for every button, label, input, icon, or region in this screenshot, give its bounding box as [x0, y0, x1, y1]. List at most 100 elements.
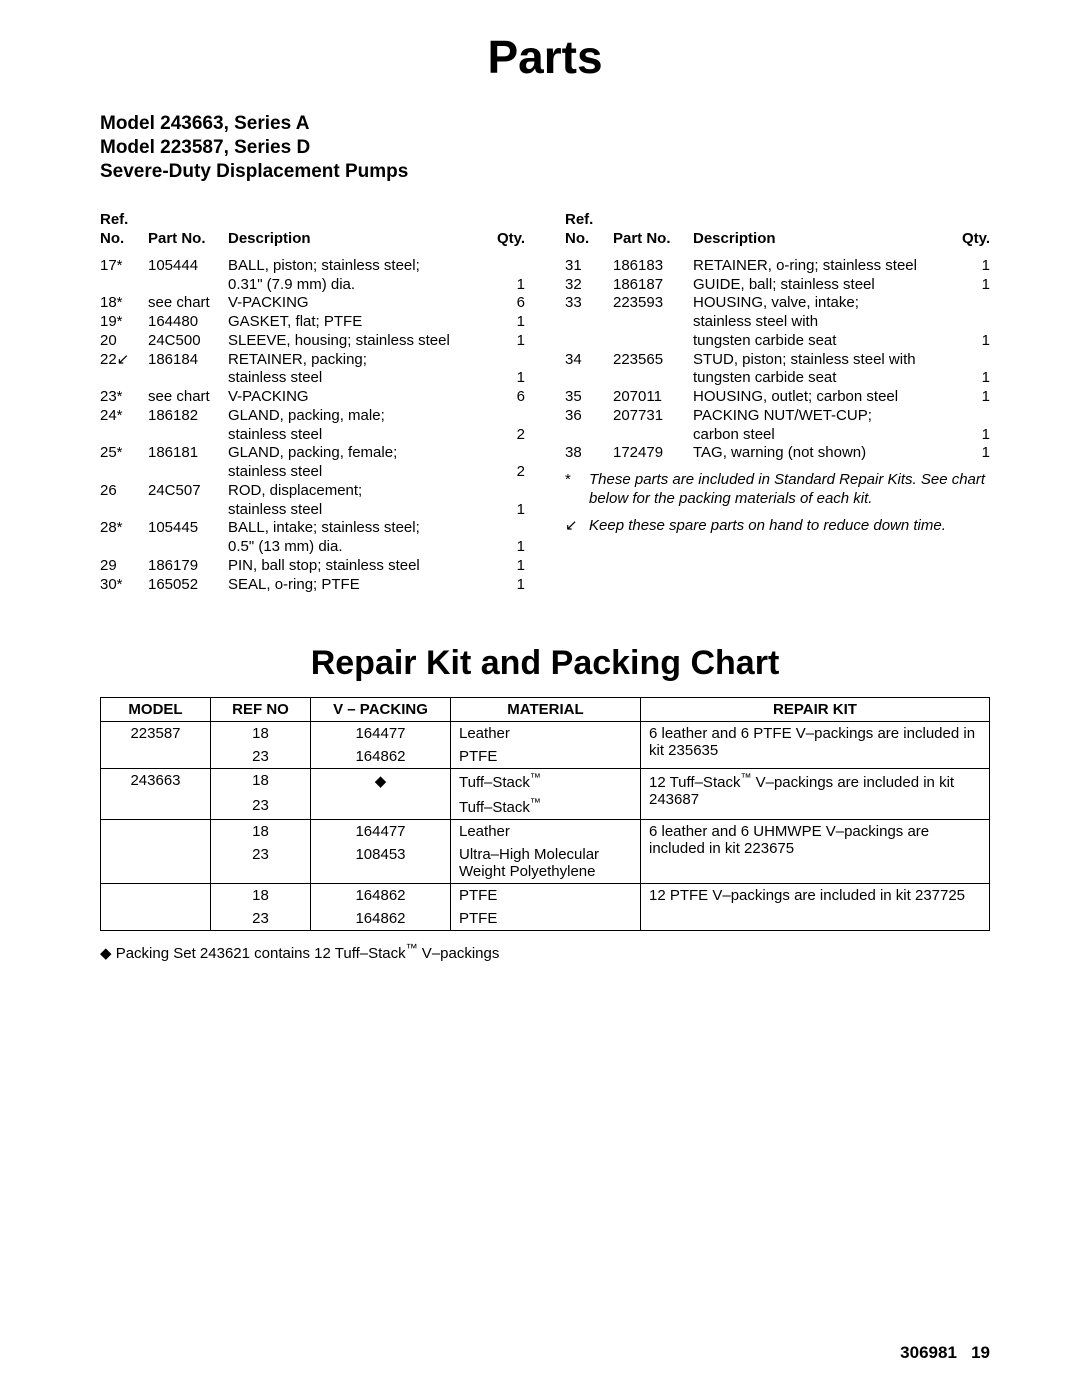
cell-qty [950, 313, 990, 332]
chart-row: 18164862PTFE12 PTFE V–packings are inclu… [101, 884, 990, 908]
table-row: 19*164480GASKET, flat; PTFE1 [100, 313, 525, 332]
cell-desc: tungsten carbide seat [693, 369, 950, 388]
footnote: *These parts are included in Standard Re… [565, 471, 990, 509]
table-row: 22↙186184RETAINER, packing; [100, 351, 525, 370]
cell-repairkit: 12 Tuff–Stack™ V–packings are included i… [641, 769, 990, 820]
cell-ref: 19* [100, 313, 148, 332]
table-row: 33223593HOUSING, valve, intake; [565, 294, 990, 313]
cell-ref [565, 369, 613, 388]
cell-qty: 1 [485, 501, 525, 520]
cell-ref [100, 276, 148, 295]
cell-qty: 1 [950, 426, 990, 445]
cell-part: 24C500 [148, 332, 228, 351]
cell-desc: V-PACKING [228, 388, 485, 407]
cell-desc: RETAINER, o-ring; stainless steel [693, 257, 950, 276]
cell-part [148, 538, 228, 557]
cell-refno: 23 [211, 843, 311, 884]
cell-qty [485, 444, 525, 463]
chart-title: Repair Kit and Packing Chart [100, 644, 990, 683]
parts-table-right: Ref.No. Part No. Description Qty. 311861… [565, 211, 990, 463]
cell-material: Tuff–Stack™ [451, 769, 641, 795]
cell-ref: 31 [565, 257, 613, 276]
cell-material: PTFE [451, 884, 641, 908]
cell-model [101, 884, 211, 931]
parts-column-left: Ref.No. Part No. Description Qty. 17*105… [100, 211, 525, 594]
col-ref: Ref.No. [100, 211, 148, 257]
cell-qty: 1 [485, 538, 525, 557]
footnote-text: V–packings [418, 945, 500, 962]
cell-part: see chart [148, 294, 228, 313]
cell-qty: 1 [950, 444, 990, 463]
cell-qty: 1 [485, 313, 525, 332]
cell-ref: 35 [565, 388, 613, 407]
cell-part: 223593 [613, 294, 693, 313]
cell-part: 186183 [613, 257, 693, 276]
cell-desc: GLAND, packing, female; [228, 444, 485, 463]
cell-part [148, 426, 228, 445]
cell-desc: TAG, warning (not shown) [693, 444, 950, 463]
table-row: 17*105444BALL, piston; stainless steel; [100, 257, 525, 276]
table-row: 0.31" (7.9 mm) dia.1 [100, 276, 525, 295]
cell-model: 223587 [101, 722, 211, 769]
cell-desc: BALL, intake; stainless steel; [228, 519, 485, 538]
chart-col-material: MATERIAL [451, 698, 641, 722]
cell-vpacking: 164477 [311, 722, 451, 746]
table-row: carbon steel1 [565, 426, 990, 445]
table-row: 2624C507ROD, displacement; [100, 482, 525, 501]
cell-desc: PIN, ball stop; stainless steel [228, 557, 485, 576]
cell-desc: 0.31" (7.9 mm) dia. [228, 276, 485, 295]
chart-col-kit: REPAIR KIT [641, 698, 990, 722]
cell-refno: 23 [211, 794, 311, 820]
cell-material: Leather [451, 722, 641, 746]
chart-footnote: ◆ Packing Set 243621 contains 12 Tuff–St… [100, 941, 990, 962]
cell-desc: RETAINER, packing; [228, 351, 485, 370]
table-row: 24*186182GLAND, packing, male; [100, 407, 525, 426]
cell-part [148, 369, 228, 388]
cell-refno: 23 [211, 907, 311, 931]
cell-vpacking: 164862 [311, 884, 451, 908]
page-title: Parts [100, 30, 990, 84]
cell-qty: 1 [950, 257, 990, 276]
table-row: stainless steel1 [100, 501, 525, 520]
chart-row: 24366318◆Tuff–Stack™12 Tuff–Stack™ V–pac… [101, 769, 990, 795]
cell-part: 186184 [148, 351, 228, 370]
table-row: 31186183RETAINER, o-ring; stainless stee… [565, 257, 990, 276]
cell-ref: 23* [100, 388, 148, 407]
cell-part [148, 501, 228, 520]
page-footer: 306981 19 [900, 1343, 990, 1363]
cell-qty: 1 [485, 369, 525, 388]
table-row: 29186179PIN, ball stop; stainless steel1 [100, 557, 525, 576]
cell-part [148, 463, 228, 482]
note-symbol: ↙ [565, 517, 589, 536]
cell-desc: GLAND, packing, male; [228, 407, 485, 426]
cell-qty [485, 257, 525, 276]
col-part: Part No. [613, 211, 693, 257]
cell-material: PTFE [451, 907, 641, 931]
cell-qty [485, 519, 525, 538]
col-qty: Qty. [950, 211, 990, 257]
cell-part: see chart [148, 388, 228, 407]
cell-repairkit: 12 PTFE V–packings are included in kit 2… [641, 884, 990, 931]
cell-qty: 1 [485, 276, 525, 295]
cell-desc: tungsten carbide seat [693, 332, 950, 351]
cell-ref [100, 426, 148, 445]
cell-qty: 6 [485, 294, 525, 313]
cell-desc: GUIDE, ball; stainless steel [693, 276, 950, 295]
table-row: tungsten carbide seat1 [565, 369, 990, 388]
cell-refno: 18 [211, 820, 311, 844]
model-line: Model 223587, Series D [100, 136, 990, 160]
chart-row: 18164477Leather6 leather and 6 UHMWPE V–… [101, 820, 990, 844]
cell-qty: 2 [485, 426, 525, 445]
cell-desc: carbon steel [693, 426, 950, 445]
cell-part: 165052 [148, 576, 228, 595]
cell-qty: 1 [950, 388, 990, 407]
cell-qty [485, 351, 525, 370]
cell-material: PTFE [451, 745, 641, 769]
cell-ref [565, 313, 613, 332]
parts-columns: Ref.No. Part No. Description Qty. 17*105… [100, 211, 990, 594]
cell-qty [485, 407, 525, 426]
note-symbol: * [565, 471, 589, 490]
cell-ref: 29 [100, 557, 148, 576]
cell-qty: 6 [485, 388, 525, 407]
cell-ref [565, 332, 613, 351]
